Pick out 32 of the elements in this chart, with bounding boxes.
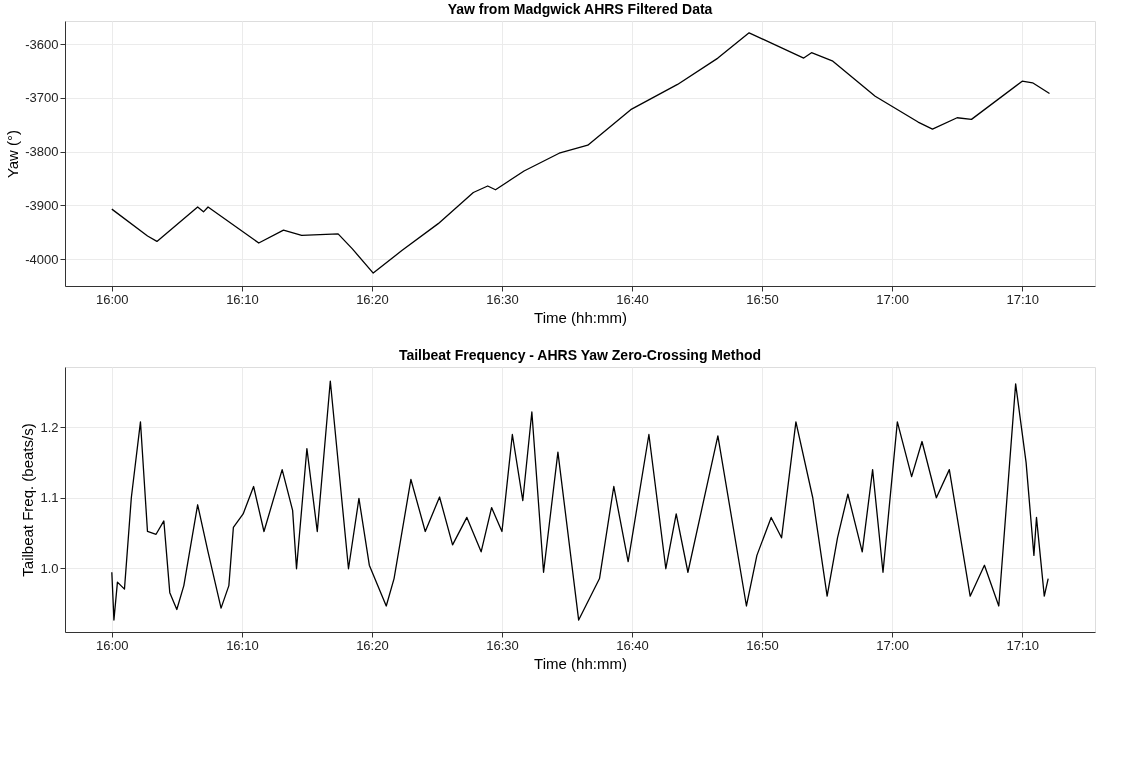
line-series [111, 32, 1051, 274]
chart-title: Tailbeat Frequency - AHRS Yaw Zero-Crossing Method [398, 347, 762, 363]
x-tick-label: 16:20 [356, 291, 389, 307]
x-tick-label: 16:40 [616, 291, 649, 307]
x-tick-label: 16:30 [486, 637, 519, 653]
x-axis-title: Time (hh:mm) [534, 308, 627, 326]
x-tick-label: 16:10 [226, 637, 259, 653]
y-tick-label: -3700 [25, 90, 59, 106]
y-axis-title: Yaw (°) [4, 129, 22, 179]
y-tick-label: 1.0 [40, 560, 59, 576]
y-tick-label: -4000 [25, 251, 59, 267]
y-axis-title: Tailbeat Freq. (beats/s) [19, 423, 37, 577]
y-tick-label: -3900 [25, 197, 59, 213]
x-tick-label: 17:00 [876, 637, 909, 653]
y-tick-label: 1.2 [40, 419, 59, 435]
x-tick-label: 16:50 [746, 637, 779, 653]
x-tick-label: 16:10 [226, 291, 259, 307]
x-tick-label: 17:00 [876, 291, 909, 307]
x-tick-label: 17:10 [1006, 291, 1039, 307]
x-tick-label: 16:30 [486, 291, 519, 307]
y-tick-label: 1.1 [40, 490, 59, 506]
x-tick-label: 17:10 [1006, 637, 1039, 653]
x-tick-label: 16:40 [616, 637, 649, 653]
x-tick-label: 16:50 [746, 291, 779, 307]
chart-title: Yaw from Madgwick AHRS Filtered Data [447, 1, 713, 17]
y-tick-label: -3800 [25, 144, 59, 160]
x-tick-label: 16:00 [96, 637, 129, 653]
line-series [111, 380, 1049, 621]
x-tick-label: 16:00 [96, 291, 129, 307]
x-tick-label: 16:20 [356, 637, 389, 653]
y-tick-label: -3600 [25, 36, 59, 52]
x-axis-title: Time (hh:mm) [534, 654, 627, 672]
